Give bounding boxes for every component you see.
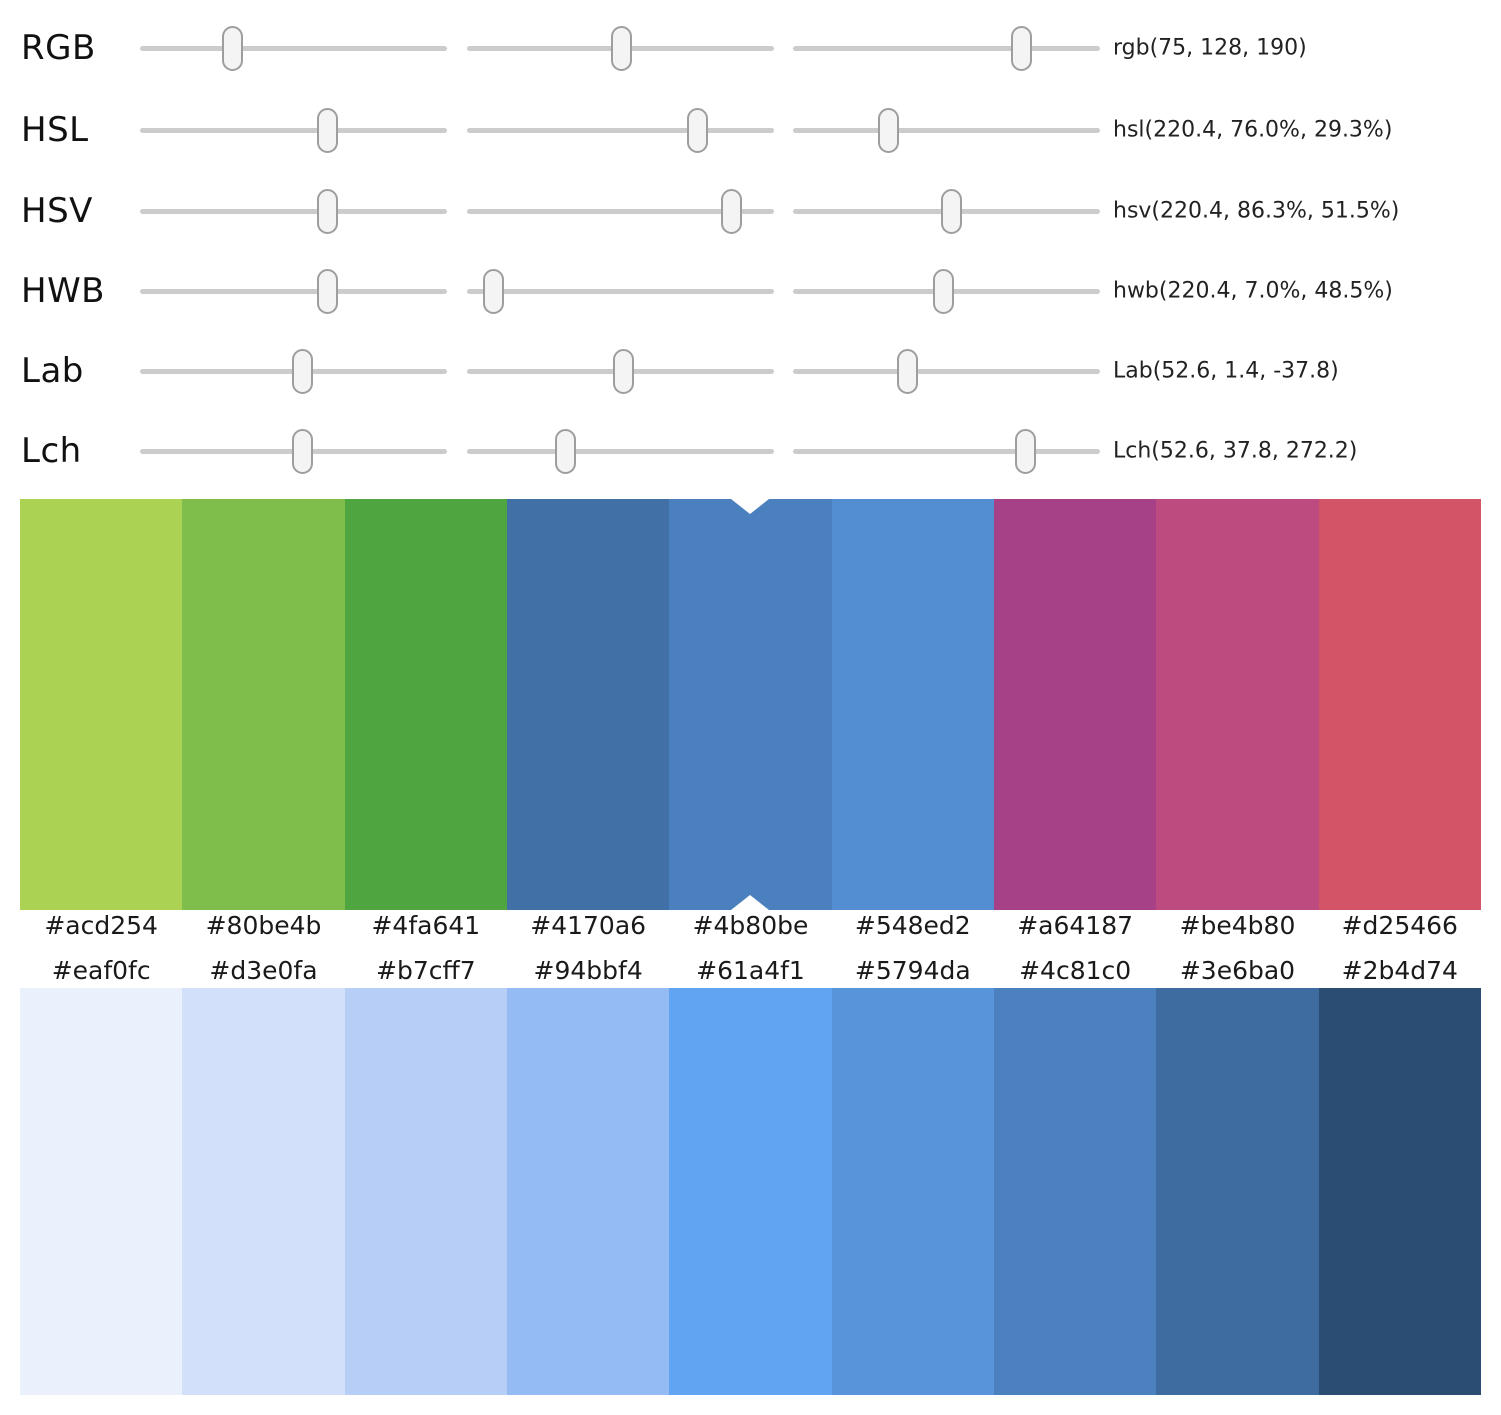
- slider-track[interactable]: [140, 348, 447, 394]
- swatch-hex-label: #d3e0fa: [209, 956, 318, 985]
- slider-handle[interactable]: [686, 107, 708, 153]
- slider-handle[interactable]: [221, 25, 243, 71]
- slider-track[interactable]: [140, 188, 447, 234]
- swatch-hex-label: #d25466: [1341, 911, 1458, 940]
- color-swatch[interactable]: [1318, 499, 1481, 910]
- swatch-hex-label: #4fa641: [371, 911, 481, 940]
- slider-handle[interactable]: [317, 188, 339, 234]
- swatch-hex-label: #a64187: [1017, 911, 1134, 940]
- color-value-readout: rgb(75, 128, 190): [1113, 35, 1307, 61]
- colorspace-label: RGB: [21, 28, 96, 68]
- color-swatch[interactable]: [506, 988, 670, 1395]
- swatch-hex-label: #be4b80: [1179, 911, 1296, 940]
- swatch-hex-label: #2b4d74: [1341, 956, 1458, 985]
- slider-track[interactable]: [467, 348, 774, 394]
- slider-track[interactable]: [140, 428, 447, 474]
- color-swatch[interactable]: [1318, 988, 1481, 1395]
- slider-track[interactable]: [793, 107, 1100, 153]
- color-value-readout: hsl(220.4, 76.0%, 29.3%): [1113, 117, 1393, 143]
- swatch-hex-label: #eaf0fc: [51, 956, 151, 985]
- slider-track[interactable]: [140, 268, 447, 314]
- slider-track[interactable]: [467, 107, 774, 153]
- color-swatch[interactable]: [669, 988, 832, 1395]
- color-swatch[interactable]: [1156, 988, 1319, 1395]
- slider-row-hwb: HWB hwb(220.4, 7.0%, 48.5%): [0, 268, 1501, 314]
- swatch-hex-label: #548ed2: [854, 911, 971, 940]
- color-value-readout: hsv(220.4, 86.3%, 51.5%): [1113, 198, 1400, 224]
- color-swatch[interactable]: [182, 988, 345, 1395]
- hue-shift-palette: [20, 499, 1481, 910]
- slider-handle[interactable]: [896, 348, 918, 394]
- slider-track[interactable]: [467, 25, 774, 71]
- tint-shade-palette-labels: #eaf0fc #d3e0fa #b7cff7 #94bbf4 #61a4f1 #5794…: [20, 953, 1481, 989]
- slider-row-hsv: HSV hsv(220.4, 86.3%, 51.5%): [0, 188, 1501, 234]
- hue-shift-palette-labels: #acd254 #80be4b #4fa641 #4170a6 #4b80be #548e…: [20, 908, 1481, 944]
- color-swatch[interactable]: [1156, 499, 1319, 910]
- slider-handle[interactable]: [317, 268, 339, 314]
- color-swatch[interactable]: [831, 988, 994, 1395]
- swatch-hex-label: #94bbf4: [533, 956, 643, 985]
- slider-handle[interactable]: [613, 348, 635, 394]
- swatch-hex-label: #80be4b: [205, 911, 322, 940]
- slider-row-lab: Lab Lab(52.6, 1.4, -37.8): [0, 348, 1501, 394]
- selected-swatch-notch-top-icon: [731, 499, 770, 514]
- swatch-hex-label: #61a4f1: [696, 956, 805, 985]
- slider-row-lch: Lch Lch(52.6, 37.8, 272.2): [0, 428, 1501, 474]
- slider-track[interactable]: [793, 188, 1100, 234]
- color-value-readout: Lch(52.6, 37.8, 272.2): [1113, 438, 1358, 464]
- slider-handle[interactable]: [721, 188, 743, 234]
- colorspace-label: Lab: [21, 351, 84, 391]
- swatch-hex-label: #b7cff7: [376, 956, 476, 985]
- slider-handle[interactable]: [1011, 25, 1033, 71]
- slider-handle[interactable]: [317, 107, 339, 153]
- color-swatch[interactable]: [669, 499, 832, 910]
- colorspace-label: HSV: [21, 191, 93, 231]
- color-swatch[interactable]: [344, 988, 507, 1395]
- slider-track[interactable]: [793, 428, 1100, 474]
- slider-row-hsl: HSL hsl(220.4, 76.0%, 29.3%): [0, 107, 1501, 153]
- slider-track[interactable]: [140, 25, 447, 71]
- slider-handle[interactable]: [292, 348, 314, 394]
- slider-row-rgb: RGB rgb(75, 128, 190): [0, 25, 1501, 71]
- color-swatch[interactable]: [344, 499, 507, 910]
- swatch-hex-label: #4c81c0: [1019, 956, 1132, 985]
- swatch-hex-label: #4b80be: [692, 911, 809, 940]
- swatch-hex-label: #4170a6: [530, 911, 647, 940]
- slider-track[interactable]: [467, 268, 774, 314]
- color-value-readout: hwb(220.4, 7.0%, 48.5%): [1113, 278, 1393, 304]
- color-swatch[interactable]: [831, 499, 994, 910]
- colorspace-label: HSL: [21, 110, 89, 150]
- slider-track[interactable]: [793, 25, 1100, 71]
- swatch-hex-label: #3e6ba0: [1179, 956, 1296, 985]
- slider-track[interactable]: [140, 107, 447, 153]
- color-swatch[interactable]: [506, 499, 670, 910]
- slider-track[interactable]: [467, 428, 774, 474]
- slider-handle[interactable]: [940, 188, 962, 234]
- slider-handle[interactable]: [482, 268, 504, 314]
- swatch-hex-label: #acd254: [44, 911, 158, 940]
- slider-handle[interactable]: [877, 107, 899, 153]
- slider-handle[interactable]: [554, 428, 576, 474]
- color-value-readout: Lab(52.6, 1.4, -37.8): [1113, 358, 1339, 384]
- slider-track[interactable]: [793, 348, 1100, 394]
- color-swatch[interactable]: [993, 499, 1157, 910]
- slider-track[interactable]: [793, 268, 1100, 314]
- color-swatch[interactable]: [182, 499, 345, 910]
- swatch-hex-label: #5794da: [854, 956, 971, 985]
- slider-handle[interactable]: [1014, 428, 1036, 474]
- color-swatch[interactable]: [993, 988, 1157, 1395]
- slider-handle[interactable]: [932, 268, 954, 314]
- slider-track[interactable]: [467, 188, 774, 234]
- slider-handle[interactable]: [292, 428, 314, 474]
- tint-shade-palette: [20, 988, 1481, 1395]
- colorspace-label: Lch: [21, 431, 82, 471]
- selected-swatch-notch-bottom-icon: [731, 895, 770, 910]
- colorspace-label: HWB: [21, 271, 106, 311]
- slider-handle[interactable]: [610, 25, 632, 71]
- color-swatch[interactable]: [20, 988, 183, 1395]
- color-swatch[interactable]: [20, 499, 183, 910]
